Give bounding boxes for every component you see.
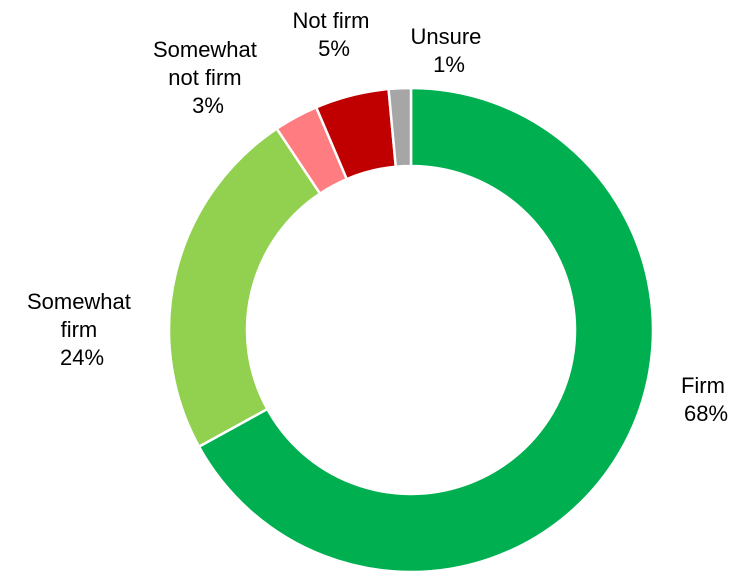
donut-slices	[167, 86, 655, 572]
slice-firm	[197, 86, 655, 572]
slice-label-firm: Firm 68%	[681, 373, 731, 426]
slice-somewhat-firm	[167, 126, 322, 449]
slice-label-somewhat-firm: Somewhat firm 24%	[27, 289, 137, 370]
slice-label-unsure: Unsure 1%	[410, 24, 487, 77]
slice-label-not-firm: Not firm 5%	[292, 8, 375, 61]
slice-unsure	[387, 86, 413, 169]
slice-label-somewhat-not-firm: Somewhat not firm 3%	[153, 37, 263, 118]
